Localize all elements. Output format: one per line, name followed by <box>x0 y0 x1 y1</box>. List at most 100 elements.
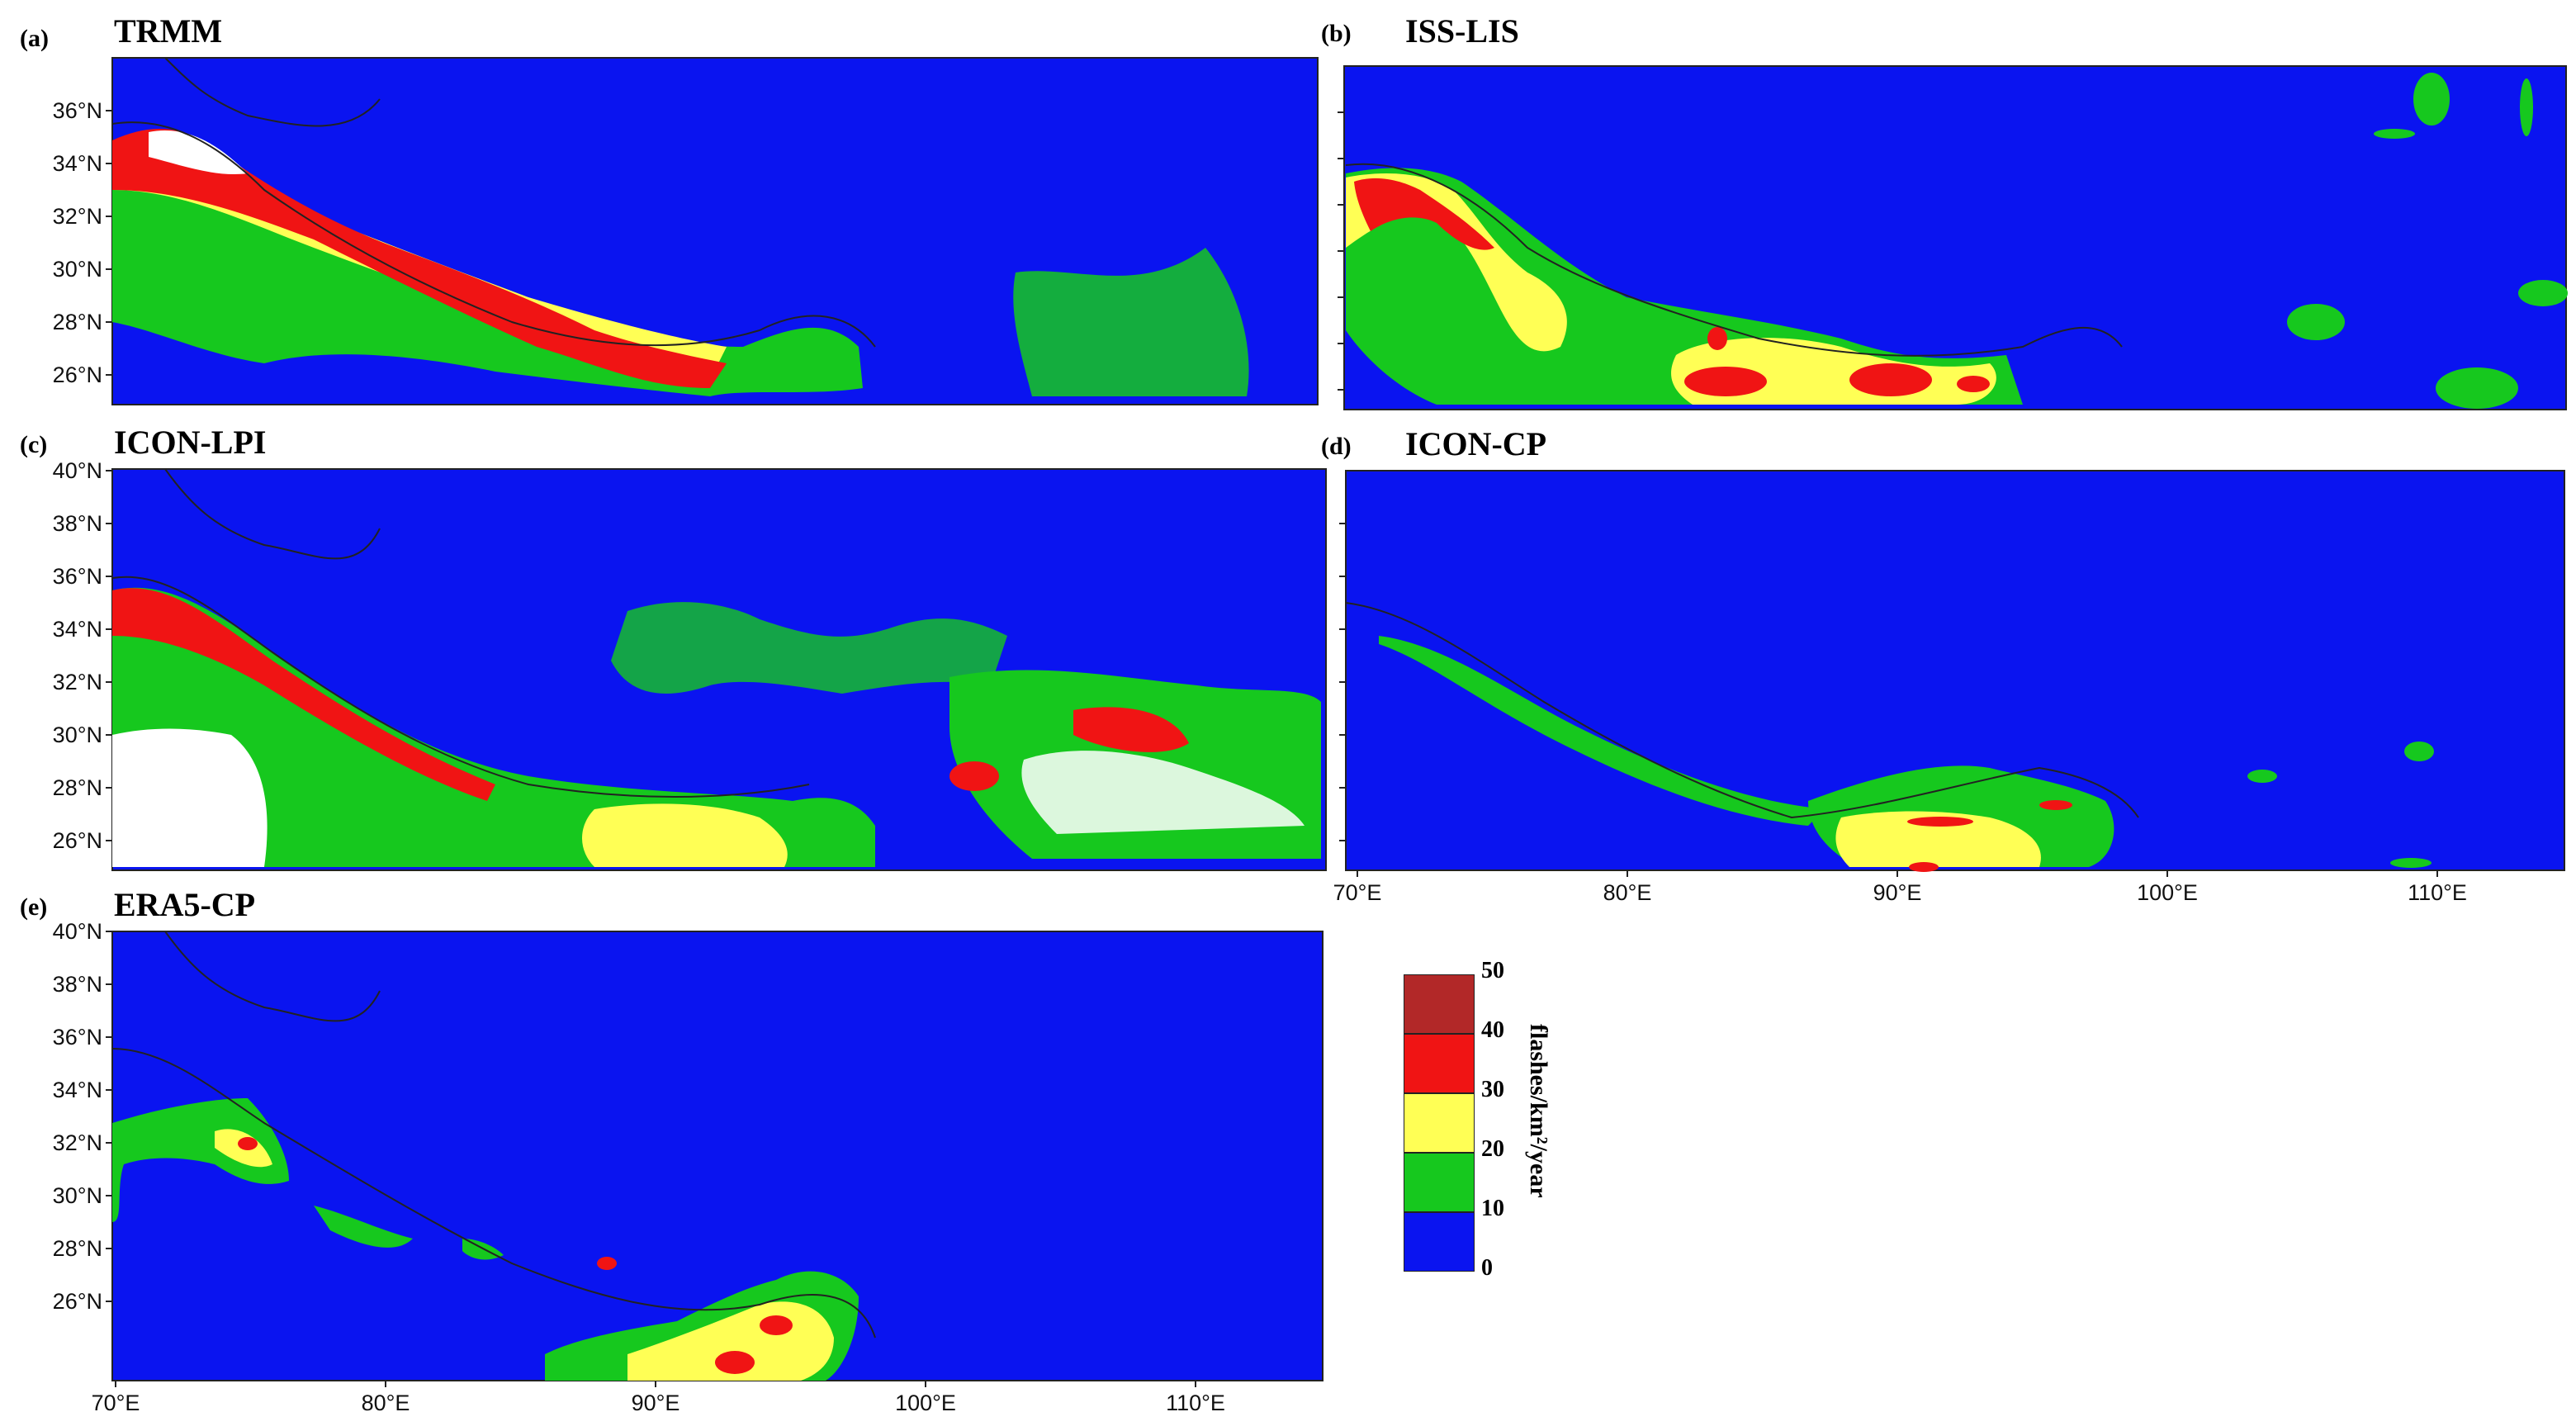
colorbar: 50 40 30 20 10 0 flashes/km²/year <box>1404 958 1569 1288</box>
panel-d-country-border <box>1345 602 2139 819</box>
panel-b-iss-lis: (b) ISS-LIS <box>1313 0 2576 413</box>
panel-a-lat-tick-2: 32°N <box>53 204 102 229</box>
panel-e-lon-tick-1: 80°E <box>362 1391 410 1412</box>
colorbar-unit-label: flashes/km²/year <box>1525 1024 1552 1198</box>
panel-a-lat-tick-1: 34°N <box>53 151 102 176</box>
panel-e-lon-tick-3: 100°E <box>895 1391 956 1412</box>
panel-a-id-label: (a) <box>20 25 49 52</box>
panel-b-yellow-region <box>1346 173 1567 352</box>
panel-e-id-label: (e) <box>20 893 48 921</box>
panel-e-lat-tick-7: 26°N <box>53 1289 102 1314</box>
panel-e-lat-tick-3: 34°N <box>53 1078 102 1102</box>
panel-d-title: ICON-CP <box>1405 425 1547 462</box>
panel-b-red-diamond <box>1707 327 1727 350</box>
panel-e-lat-tick-4: 32°N <box>53 1130 102 1155</box>
panel-e-lat-tick-1: 38°N <box>53 972 102 997</box>
colorbar-bin-30-40 <box>1404 1034 1475 1093</box>
panel-b-green-ne-1 <box>2413 73 2450 126</box>
panel-e-title: ERA5-CP <box>114 886 256 923</box>
panel-c-lat-tick-6: 28°N <box>53 775 102 800</box>
panel-c-lat-tick-5: 30°N <box>53 723 102 747</box>
panel-c-white-west <box>112 728 268 867</box>
colorbar-label-0: 0 <box>1481 1255 1493 1281</box>
panel-d-red-3 <box>1909 862 1939 872</box>
panel-c-east-white <box>1021 751 1305 834</box>
panel-e-lat-tick-5: 30°N <box>53 1183 102 1208</box>
panel-d-lon-tick-1: 80°E <box>1603 880 1652 905</box>
panel-e-red-2 <box>760 1315 793 1335</box>
panel-a-lat-tick-5: 26°N <box>53 362 102 387</box>
panel-b-red-blob-2 <box>1849 363 1932 396</box>
panel-c-yellow-region <box>582 803 788 867</box>
colorbar-bin-20-30 <box>1404 1093 1475 1153</box>
panel-b-red-region-1 <box>1354 178 1494 250</box>
panel-d-red-1 <box>1907 817 1973 827</box>
panel-d-green-e2 <box>2247 770 2277 783</box>
panel-b-red-blob-1 <box>1684 367 1767 396</box>
panel-c-lat-tick-1: 38°N <box>53 511 102 536</box>
panel-e-red-4 <box>238 1137 258 1150</box>
colorbar-label-40: 40 <box>1481 1017 1504 1043</box>
panel-e-red-1 <box>715 1351 755 1374</box>
panel-b-green-ne-2 <box>2520 78 2533 136</box>
panel-d-icon-cp: (d) ICON-CP 70°E 80°E 90°E 100°E 110°E <box>1313 413 2576 941</box>
colorbar-bin-40-50 <box>1404 974 1475 1034</box>
colorbar-label-50: 50 <box>1481 958 1504 983</box>
panel-e-lon-tick-4: 110°E <box>1166 1391 1225 1412</box>
panel-e-green-1 <box>112 1098 289 1222</box>
panel-d-green-e3 <box>2390 858 2432 868</box>
panel-d-red-2 <box>2039 800 2072 810</box>
panel-a-title: TRMM <box>114 12 223 50</box>
colorbar-bin-0-10 <box>1404 1212 1475 1272</box>
panel-d-id-label: (d) <box>1321 433 1352 460</box>
panel-d-lon-tick-2: 90°E <box>1873 880 1922 905</box>
colorbar-bin-10-20 <box>1404 1153 1475 1212</box>
panel-b-title: ISS-LIS <box>1405 12 1519 50</box>
panel-a-green-east <box>1013 248 1249 396</box>
panel-d-yellow-region <box>1835 811 2041 867</box>
panel-e-lat-tick-2: 36°N <box>53 1025 102 1050</box>
panel-b-green-e-1 <box>2287 304 2345 340</box>
panel-b-green-region <box>1346 168 2023 405</box>
panel-b-green-e-2 <box>2436 367 2518 409</box>
panel-c-red-band <box>112 588 495 801</box>
panel-c-country-border-2 <box>164 468 381 560</box>
panel-c-title: ICON-LPI <box>114 424 267 461</box>
panel-e-lon-tick-2: 90°E <box>632 1391 680 1412</box>
panel-b-green-e-3 <box>2518 280 2568 306</box>
panel-e-lat-tick-0: 40°N <box>53 919 102 944</box>
panel-e-country-border-2 <box>164 931 381 1022</box>
panel-a-lat-tick-3: 30°N <box>53 257 102 282</box>
panel-d-lon-tick-0: 70°E <box>1333 880 1382 905</box>
panel-d-green-e1 <box>2404 742 2434 761</box>
panel-a-trmm: (a) TRMM 36°N 34°N 32°N 30°N 28°N 26°N <box>0 0 1321 413</box>
panel-c-lat-tick-7: 26°N <box>53 828 102 853</box>
panel-a-red-region <box>112 129 727 389</box>
colorbar-label-30: 30 <box>1481 1077 1504 1102</box>
panel-a-map: 36°N 34°N 32°N 30°N 28°N 26°N <box>53 57 1319 405</box>
panel-c-map: 40°N 38°N 36°N 34°N 32°N 30°N 28°N 26°N <box>53 458 1327 871</box>
panel-d-map: 70°E 80°E 90°E 100°E 110°E <box>1333 470 2565 905</box>
panel-b-id-label: (b) <box>1321 20 1352 47</box>
panel-c-east-red <box>1073 707 1189 752</box>
panel-b-country-border <box>1345 163 2123 357</box>
panel-d-green-band <box>1379 636 1825 826</box>
colorbar-label-20: 20 <box>1481 1136 1504 1162</box>
panel-d-lat-ticks <box>1339 523 1346 841</box>
panel-d-lon-tick-3: 100°E <box>2137 880 2198 905</box>
panel-e-green-2 <box>314 1206 413 1248</box>
panel-b-lat-ticks <box>1338 111 1344 391</box>
panel-e-map: 40°N 38°N 36°N 34°N 32°N 30°N 28°N 26°N 70°E 80°… <box>53 919 1324 1412</box>
panel-a-white-region <box>149 130 248 174</box>
panel-c-lat-tick-4: 32°N <box>53 670 102 694</box>
panel-e-lon-tick-0: 70°E <box>92 1391 140 1412</box>
panel-e-era5-cp: (e) ERA5-CP 40°N 38°N 36°N 34°N 32°N 30°N 28°N… <box>0 875 1362 1412</box>
panel-a-lat-tick-4: 28°N <box>53 310 102 334</box>
panel-b-green-ne-3 <box>2374 129 2415 139</box>
panel-c-id-label: (c) <box>20 431 48 458</box>
panel-a-lat-tick-0: 36°N <box>53 98 102 123</box>
panel-c-lat-tick-0: 40°N <box>53 458 102 483</box>
panel-c-country-border <box>111 576 810 798</box>
panel-a-country-border <box>111 121 876 348</box>
panel-c-green-tibet <box>611 602 1007 694</box>
